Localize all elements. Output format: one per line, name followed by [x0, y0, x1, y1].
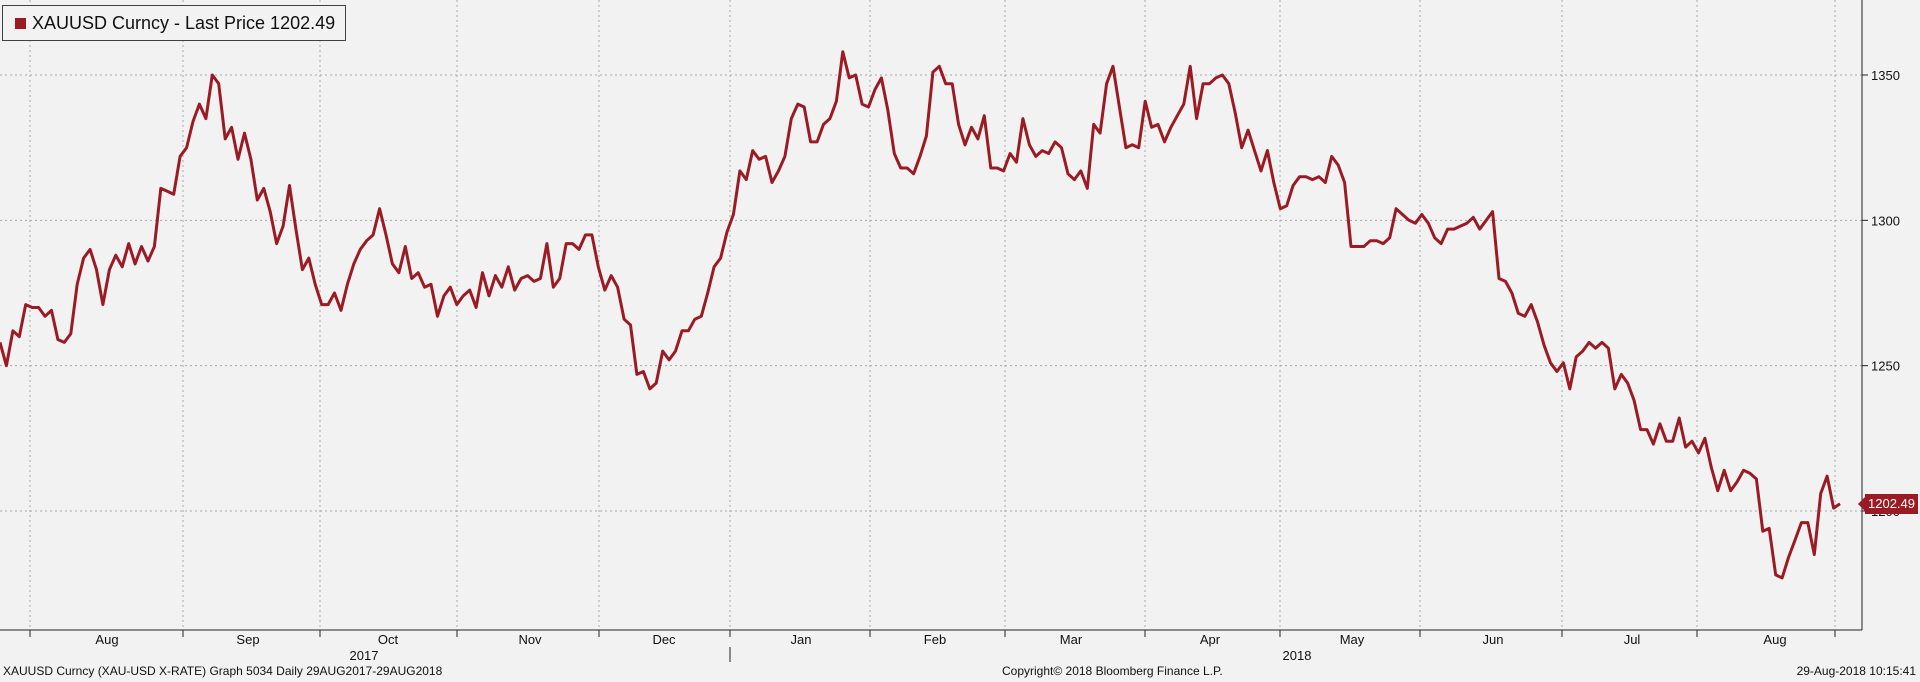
x-tick-label: Jul	[1624, 632, 1641, 647]
tick-labels: 1200125013001350AugSepOctNovDecJanFebMar…	[95, 68, 1899, 663]
legend: XAUUSD Curncy - Last Price 1202.49	[2, 5, 347, 41]
last-price-badge: 1202.49	[1858, 493, 1918, 514]
footer-source: XAUUSD Curncy (XAU-USD X-RATE) Graph 503…	[3, 664, 443, 678]
price-line-group	[0, 50, 1841, 580]
x-tick-label: Mar	[1060, 632, 1083, 647]
x-tick-label: May	[1340, 632, 1365, 647]
x-tick-label: Apr	[1200, 632, 1221, 647]
footer-copyright: Copyright© 2018 Bloomberg Finance L.P.	[1002, 664, 1223, 678]
price-line	[0, 50, 1841, 580]
x-tick-label: Sep	[236, 632, 259, 647]
y-tick-label: 1350	[1871, 68, 1900, 83]
y-tick-label: 1300	[1871, 213, 1900, 228]
legend-swatch	[15, 17, 26, 29]
x-tick-label: Aug	[1763, 632, 1786, 647]
x-tick-label: Feb	[924, 632, 946, 647]
x-tick-label: Dec	[652, 632, 676, 647]
footer-timestamp: 29-Aug-2018 10:15:41	[1796, 664, 1916, 678]
y-tick-label: 1250	[1871, 359, 1900, 374]
x-year-label: 2017	[350, 648, 379, 663]
x-tick-label: Nov	[518, 632, 542, 647]
axes	[0, 0, 1868, 662]
x-tick-label: Jun	[1483, 632, 1504, 647]
x-tick-label: Aug	[95, 632, 118, 647]
x-tick-label: Oct	[378, 632, 399, 647]
legend-label: XAUUSD Curncy - Last Price 1202.49	[32, 12, 336, 33]
x-tick-label: Jan	[791, 632, 812, 647]
x-year-label: 2018	[1283, 648, 1312, 663]
